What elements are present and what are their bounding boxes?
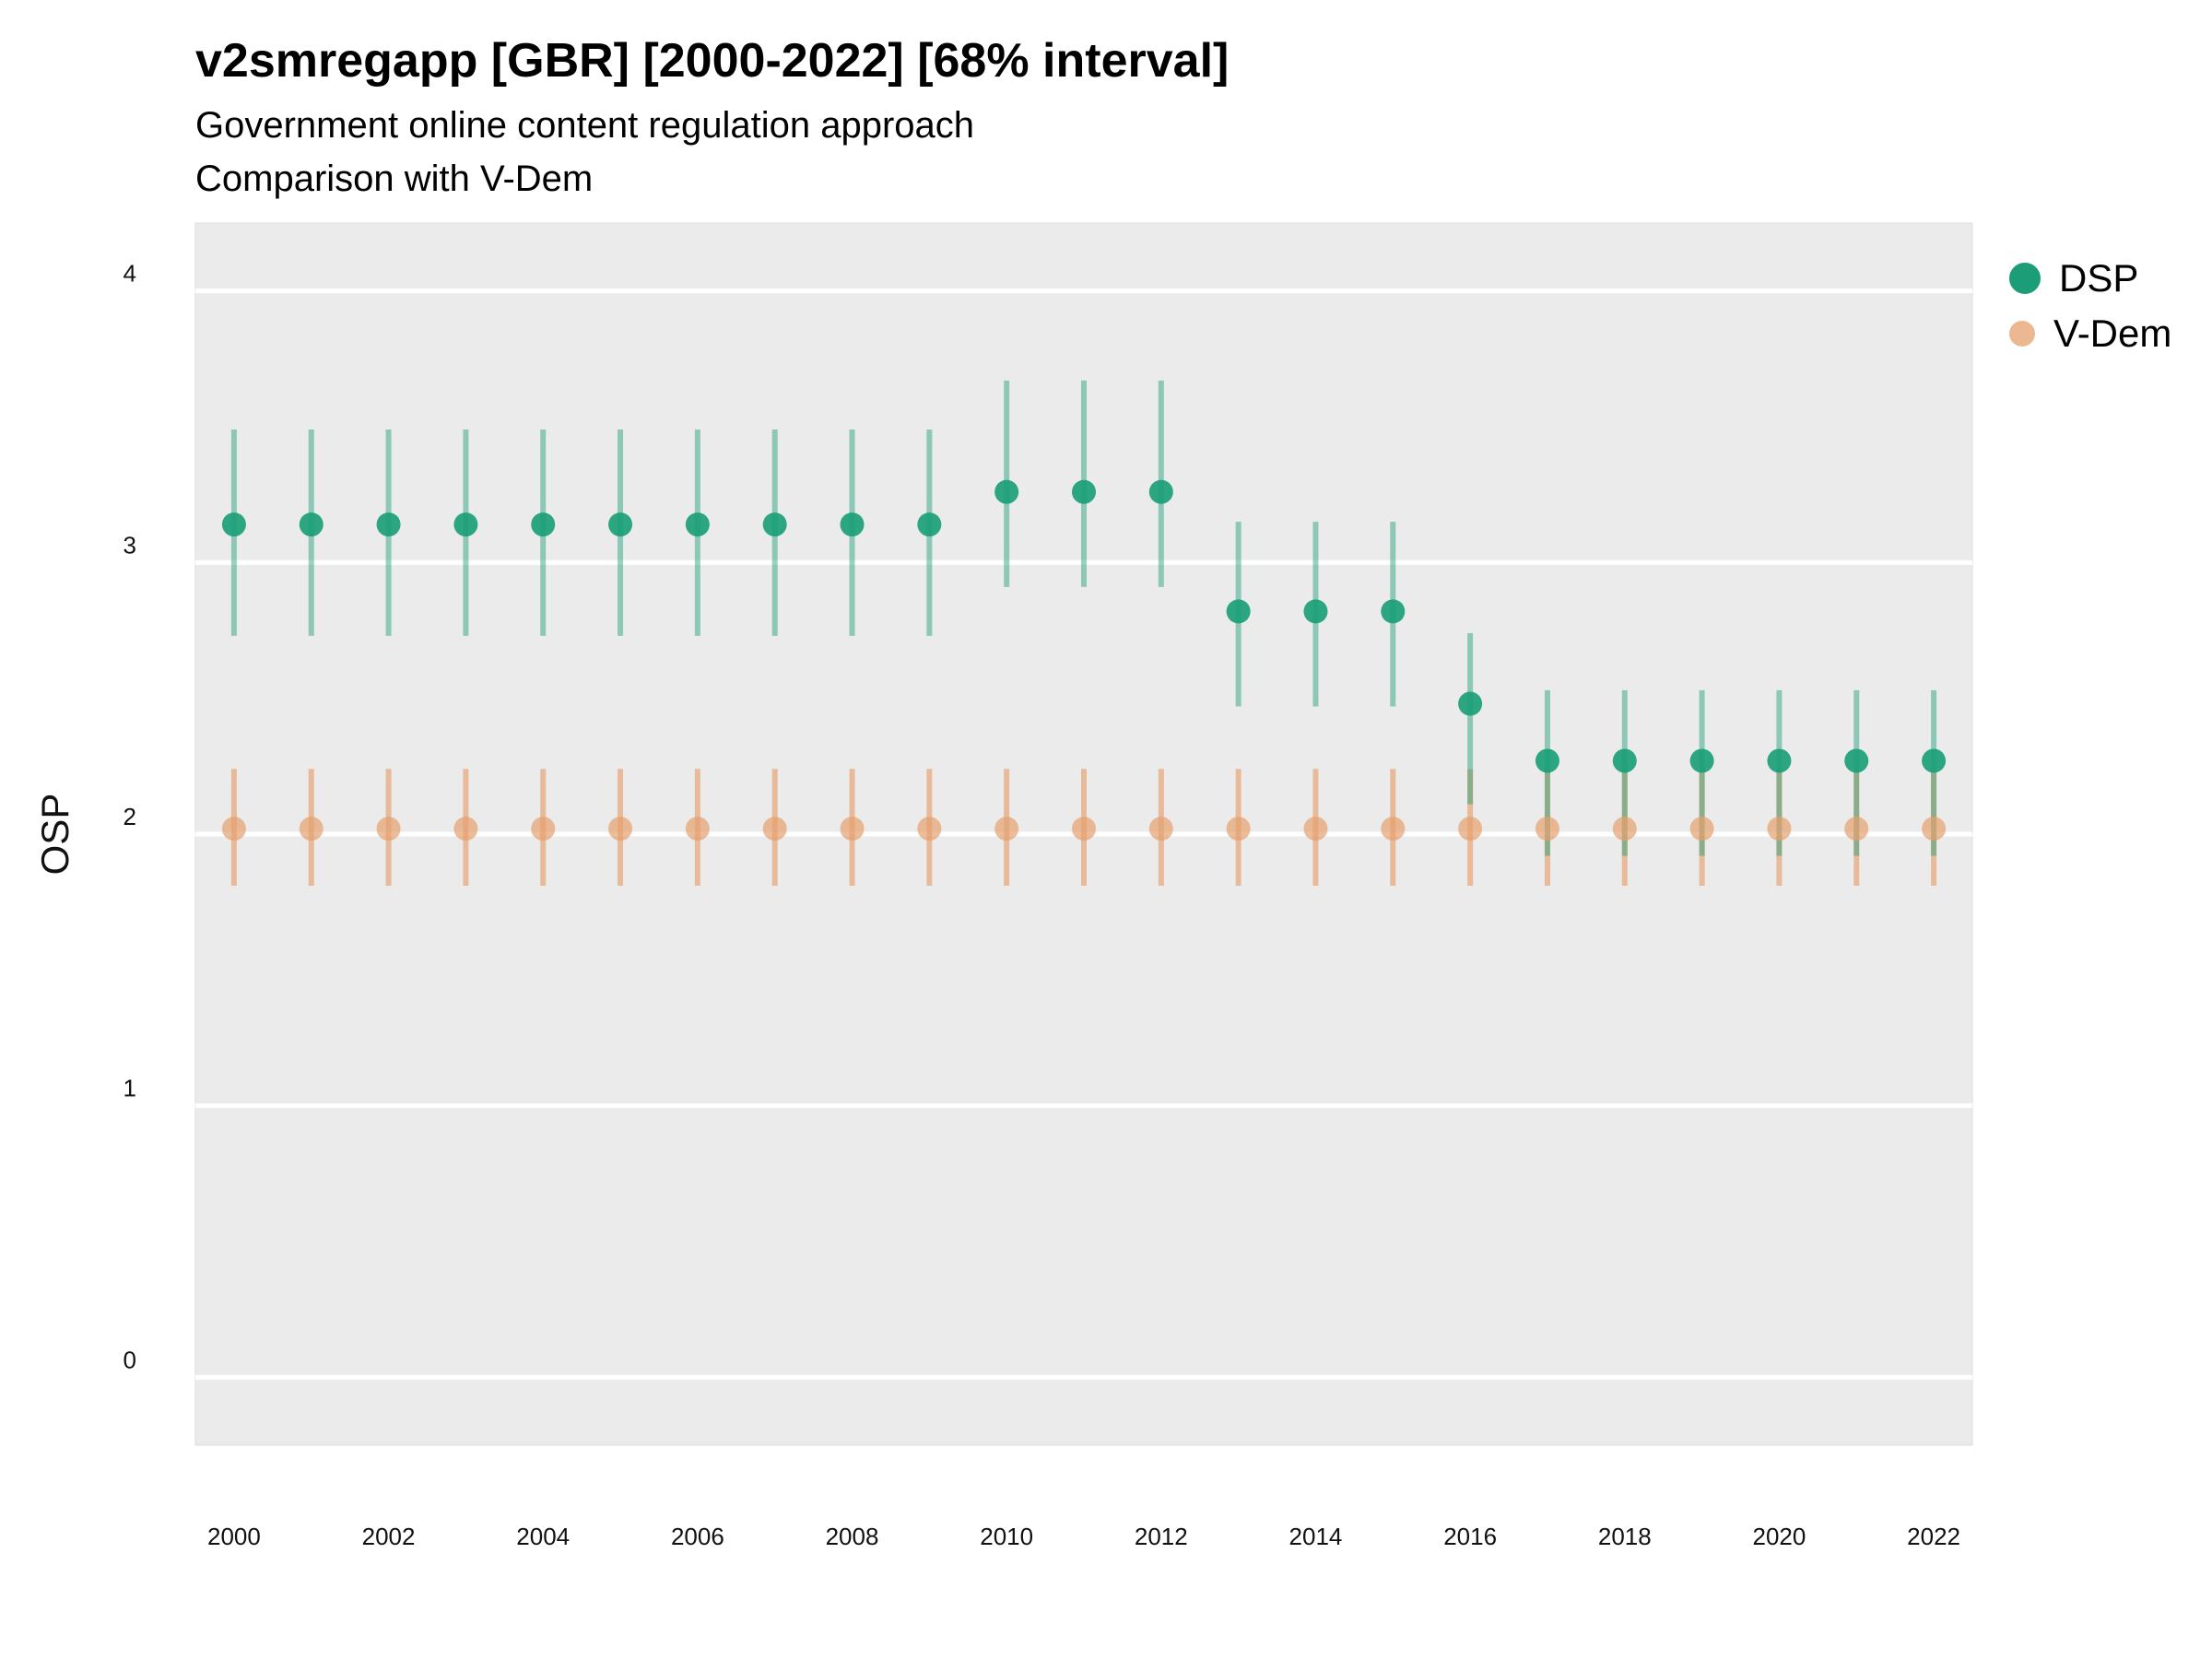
point-dsp [531,512,556,537]
point-vdem [299,817,324,841]
point-dsp [608,512,633,537]
point-dsp [1922,748,1947,773]
point-dsp [376,512,401,537]
x-tick-label: 2020 [1753,1523,1806,1550]
y-tick-label: 0 [124,1346,136,1373]
point-dsp [1844,748,1869,773]
point-vdem [1922,817,1947,841]
chart-subtitle-comparison: Comparison with V-Dem [195,159,594,199]
point-vdem [608,817,633,841]
point-vdem [1226,817,1251,841]
point-vdem [221,817,246,841]
point-dsp [1226,599,1251,624]
x-tick-label: 2002 [362,1523,416,1550]
point-vdem [994,817,1019,841]
legend-key-dsp [2009,263,2041,294]
legend-label-vdem: V-Dem [2053,312,2172,355]
point-dsp [762,512,787,537]
x-tick-label: 2018 [1598,1523,1652,1550]
y-tick-label: 3 [124,531,136,559]
y-tick-label: 1 [124,1075,136,1102]
point-vdem [1535,817,1559,841]
x-tick-label: 2004 [516,1523,570,1550]
x-tick-label: 2000 [207,1523,261,1550]
legend-item-vdem: V-Dem [2009,306,2171,361]
legend-item-dsp: DSP [2009,251,2171,306]
y-tick-label: 4 [124,260,136,288]
point-dsp [840,512,865,537]
point-vdem [531,817,556,841]
point-vdem [1303,817,1328,841]
point-dsp [1458,691,1483,716]
point-dsp [685,512,710,537]
point-dsp [1689,748,1714,773]
point-vdem [1689,817,1714,841]
x-tick-label: 2022 [1907,1523,1960,1550]
legend: DSP V-Dem [2009,251,2171,361]
x-tick-label: 2012 [1135,1523,1188,1550]
point-vdem [453,817,478,841]
point-dsp [1148,479,1173,504]
y-axis-label: OSP [33,794,76,876]
legend-key-vdem [2009,321,2035,347]
point-vdem [1458,817,1483,841]
point-dsp [1767,748,1792,773]
point-vdem [685,817,710,841]
point-dsp [453,512,478,537]
point-dsp [1381,599,1406,624]
x-tick-label: 2016 [1443,1523,1497,1550]
point-dsp [1535,748,1559,773]
y-tick-label: 2 [124,803,136,830]
chart-subtitle: Government online content regulation app… [195,105,974,146]
point-vdem [1148,817,1173,841]
point-dsp [1303,599,1328,624]
legend-label-dsp: DSP [2059,256,2139,300]
point-dsp [221,512,246,537]
x-tick-label: 2008 [826,1523,879,1550]
point-vdem [840,817,865,841]
point-vdem [1381,817,1406,841]
x-tick-label: 2010 [980,1523,1033,1550]
x-tick-label: 2014 [1289,1523,1343,1550]
point-dsp [1072,479,1096,504]
point-vdem [376,817,401,841]
point-dsp [917,512,942,537]
point-vdem [1844,817,1869,841]
point-dsp [1612,748,1637,773]
x-tick-label: 2006 [671,1523,724,1550]
point-dsp [299,512,324,537]
point-vdem [1612,817,1637,841]
chart-title: v2smregapp [GBR] [2000-2022] [68% interv… [195,34,1230,88]
point-vdem [1767,817,1792,841]
point-dsp [994,479,1019,504]
point-vdem [917,817,942,841]
point-vdem [762,817,787,841]
point-vdem [1072,817,1096,841]
